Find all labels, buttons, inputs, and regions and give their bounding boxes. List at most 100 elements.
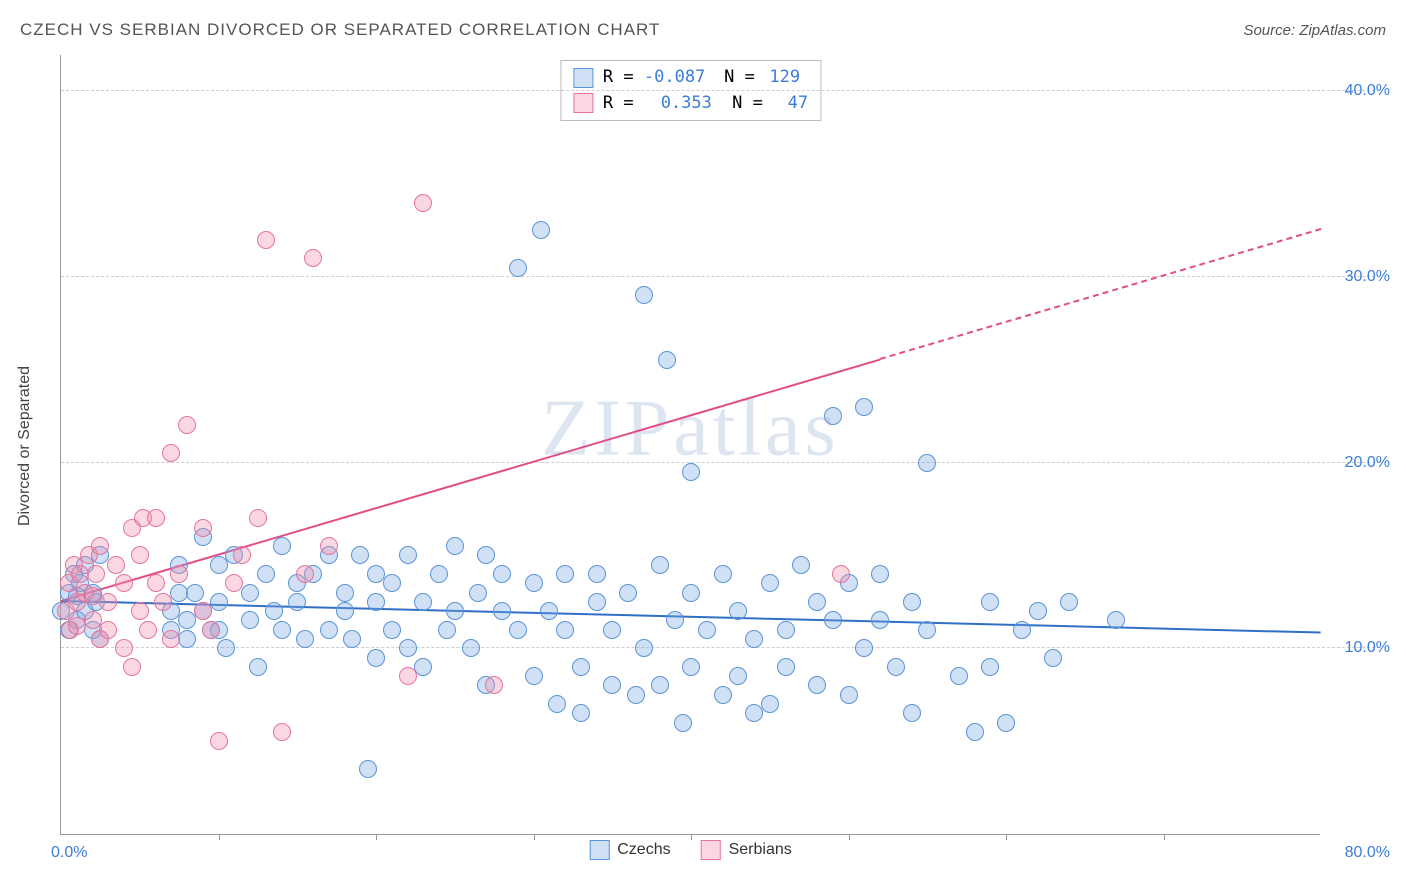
data-point: [1060, 593, 1078, 611]
data-point: [729, 602, 747, 620]
data-point: [903, 704, 921, 722]
x-tick: [1006, 834, 1007, 840]
data-point: [603, 621, 621, 639]
data-point: [651, 556, 669, 574]
stats-row-czechs: R = -0.087 N = 129: [573, 65, 808, 91]
data-point: [249, 509, 267, 527]
data-point: [462, 639, 480, 657]
data-point: [997, 714, 1015, 732]
data-point: [698, 621, 716, 639]
data-point: [202, 621, 220, 639]
data-point: [320, 537, 338, 555]
data-point: [414, 658, 432, 676]
data-point: [682, 584, 700, 602]
data-point: [588, 565, 606, 583]
data-point: [336, 584, 354, 602]
data-point: [556, 621, 574, 639]
data-point: [729, 667, 747, 685]
legend-swatch-serbians: [573, 93, 593, 113]
bottom-legend: Czechs Serbians: [589, 840, 792, 860]
data-point: [855, 398, 873, 416]
legend-label-czechs: Czechs: [617, 841, 670, 859]
data-point: [832, 565, 850, 583]
data-point: [296, 565, 314, 583]
stats-row-serbians: R = 0.353 N = 47: [573, 91, 808, 117]
data-point: [383, 621, 401, 639]
data-point: [446, 537, 464, 555]
legend-swatch-serbians: [701, 840, 721, 860]
data-point: [966, 723, 984, 741]
data-point: [619, 584, 637, 602]
data-point: [170, 565, 188, 583]
data-point: [658, 351, 676, 369]
data-point: [186, 584, 204, 602]
gridline: [61, 276, 1380, 277]
x-min-label: 0.0%: [51, 844, 87, 862]
data-point: [918, 621, 936, 639]
x-tick: [849, 834, 850, 840]
data-point: [210, 732, 228, 750]
data-point: [367, 649, 385, 667]
data-point: [359, 760, 377, 778]
data-point: [430, 565, 448, 583]
data-point: [525, 667, 543, 685]
data-point: [950, 667, 968, 685]
data-point: [509, 259, 527, 277]
data-point: [572, 658, 590, 676]
data-point: [273, 537, 291, 555]
data-point: [99, 593, 117, 611]
data-point: [777, 658, 795, 676]
data-point: [635, 639, 653, 657]
data-point: [556, 565, 574, 583]
data-point: [210, 593, 228, 611]
data-point: [824, 611, 842, 629]
data-point: [399, 667, 417, 685]
legend-swatch-czechs: [589, 840, 609, 860]
data-point: [871, 611, 889, 629]
data-point: [651, 676, 669, 694]
data-point: [903, 593, 921, 611]
data-point: [383, 574, 401, 592]
data-point: [981, 593, 999, 611]
data-point: [178, 630, 196, 648]
data-point: [273, 621, 291, 639]
data-point: [304, 249, 322, 267]
x-tick: [1164, 834, 1165, 840]
data-point: [446, 602, 464, 620]
data-point: [981, 658, 999, 676]
data-point: [367, 593, 385, 611]
data-point: [887, 658, 905, 676]
data-point: [115, 639, 133, 657]
data-point: [603, 676, 621, 694]
data-point: [871, 565, 889, 583]
legend-swatch-czechs: [573, 68, 593, 88]
data-point: [1107, 611, 1125, 629]
data-point: [509, 621, 527, 639]
data-point: [225, 574, 243, 592]
data-point: [241, 611, 259, 629]
data-point: [414, 194, 432, 212]
data-point: [131, 546, 149, 564]
data-point: [792, 556, 810, 574]
y-axis-label: Divorced or Separated: [16, 366, 34, 526]
data-point: [178, 416, 196, 434]
data-point: [257, 231, 275, 249]
data-point: [493, 602, 511, 620]
data-point: [107, 556, 125, 574]
data-point: [761, 695, 779, 713]
data-point: [745, 630, 763, 648]
chart-title: CZECH VS SERBIAN DIVORCED OR SEPARATED C…: [20, 20, 660, 40]
data-point: [666, 611, 684, 629]
data-point: [257, 565, 275, 583]
data-point: [249, 658, 267, 676]
data-point: [296, 630, 314, 648]
data-point: [548, 695, 566, 713]
data-point: [123, 658, 141, 676]
data-point: [588, 593, 606, 611]
data-point: [343, 630, 361, 648]
data-point: [147, 574, 165, 592]
data-point: [399, 639, 417, 657]
data-point: [627, 686, 645, 704]
data-point: [808, 676, 826, 694]
data-point: [918, 454, 936, 472]
